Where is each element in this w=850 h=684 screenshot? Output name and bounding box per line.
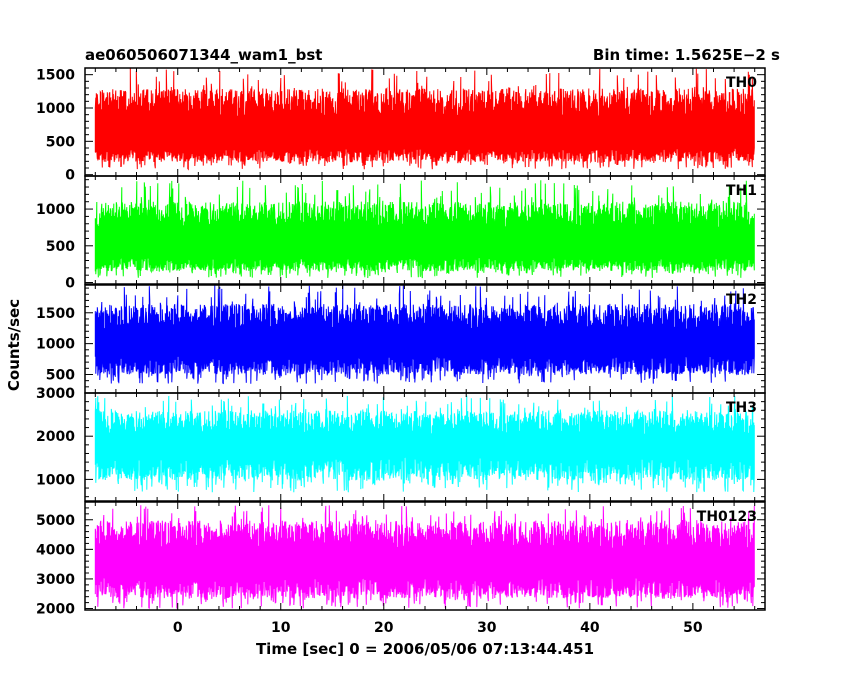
x-tick-label: 40 <box>580 620 600 636</box>
y-tick-label: 0 <box>65 168 75 184</box>
panel-th3: 1000 2000 3000 TH3 <box>36 386 766 502</box>
panel-label-th0123: TH0123 <box>697 509 757 525</box>
y-axis-label: Counts/sec <box>5 299 23 391</box>
x-tick-label: 10 <box>271 620 291 636</box>
x-tick-label: 50 <box>683 620 703 636</box>
chart-title: ae060506071344_wam1_bst <box>85 46 322 64</box>
x-tick-label: 30 <box>477 620 497 636</box>
panel-label-th2: TH2 <box>726 292 757 308</box>
y-tick-label: 500 <box>46 134 75 150</box>
series-line-th0123 <box>94 505 755 609</box>
x-tick-label: 20 <box>374 620 394 636</box>
y-tick-label: 1000 <box>36 101 75 117</box>
y-tick-label: 3000 <box>36 386 75 402</box>
panel-th0123: 2000 3000 4000 5000 TH0123 <box>36 501 766 618</box>
y-tick-label: 4000 <box>36 542 75 558</box>
series-line-th3 <box>94 395 755 493</box>
panel-th0: 0 500 1000 1500 TH0 <box>36 67 766 184</box>
series-line-th0 <box>94 68 755 171</box>
y-tick-label: 2000 <box>36 429 75 445</box>
y-tick-label: 5000 <box>36 513 75 529</box>
x-axis-label: Time [sec] 0 = 2006/05/06 07:13:44.451 <box>256 640 594 658</box>
panel-th2: 500 1000 1500 TH2 <box>36 284 766 394</box>
chart-subtitle: Bin time: 1.5625E−2 s <box>593 46 780 64</box>
panel-label-th0: TH0 <box>726 75 757 91</box>
series-line-th1 <box>94 180 755 279</box>
panel-label-th3: TH3 <box>726 400 757 416</box>
y-tick-label: 1000 <box>36 472 75 488</box>
y-tick-label: 500 <box>46 239 75 255</box>
y-tick-label: 500 <box>46 367 75 383</box>
y-tick-label: 1000 <box>36 337 75 353</box>
y-tick-label: 1500 <box>36 306 75 322</box>
y-tick-label: 0 <box>65 276 75 292</box>
y-tick-label: 2000 <box>36 602 75 618</box>
y-tick-label: 1500 <box>36 68 75 84</box>
panel-th1: 0 500 1000 TH1 <box>36 175 766 292</box>
x-tick-label: 0 <box>173 620 183 636</box>
panel-label-th1: TH1 <box>726 183 757 199</box>
y-tick-label: 1000 <box>36 202 75 218</box>
series-line-th2 <box>94 285 755 385</box>
y-tick-label: 3000 <box>36 572 75 588</box>
